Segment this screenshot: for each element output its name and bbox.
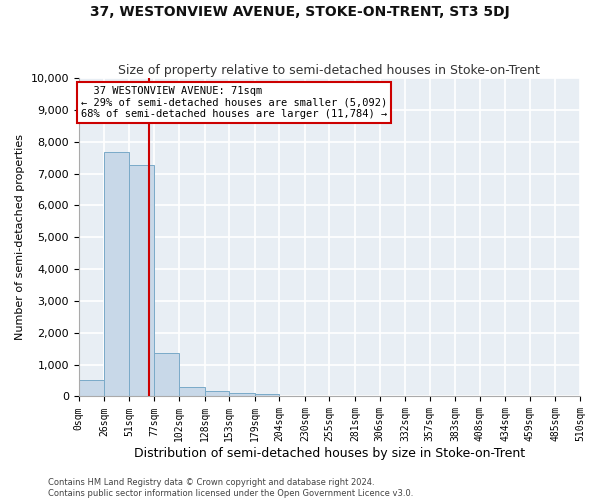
Bar <box>154 352 179 397</box>
Text: 37 WESTONVIEW AVENUE: 71sqm
← 29% of semi-detached houses are smaller (5,092)
68: 37 WESTONVIEW AVENUE: 71sqm ← 29% of sem… <box>81 86 387 120</box>
Title: Size of property relative to semi-detached houses in Stoke-on-Trent: Size of property relative to semi-detach… <box>118 64 541 77</box>
Bar <box>254 394 279 396</box>
Y-axis label: Number of semi-detached properties: Number of semi-detached properties <box>15 134 25 340</box>
Bar <box>179 386 205 396</box>
Text: 37, WESTONVIEW AVENUE, STOKE-ON-TRENT, ST3 5DJ: 37, WESTONVIEW AVENUE, STOKE-ON-TRENT, S… <box>90 5 510 19</box>
Bar <box>129 164 154 396</box>
Bar <box>104 152 129 396</box>
Bar <box>205 392 229 396</box>
Bar <box>79 380 104 396</box>
Bar <box>229 393 254 396</box>
Text: Contains HM Land Registry data © Crown copyright and database right 2024.
Contai: Contains HM Land Registry data © Crown c… <box>48 478 413 498</box>
X-axis label: Distribution of semi-detached houses by size in Stoke-on-Trent: Distribution of semi-detached houses by … <box>134 447 525 460</box>
